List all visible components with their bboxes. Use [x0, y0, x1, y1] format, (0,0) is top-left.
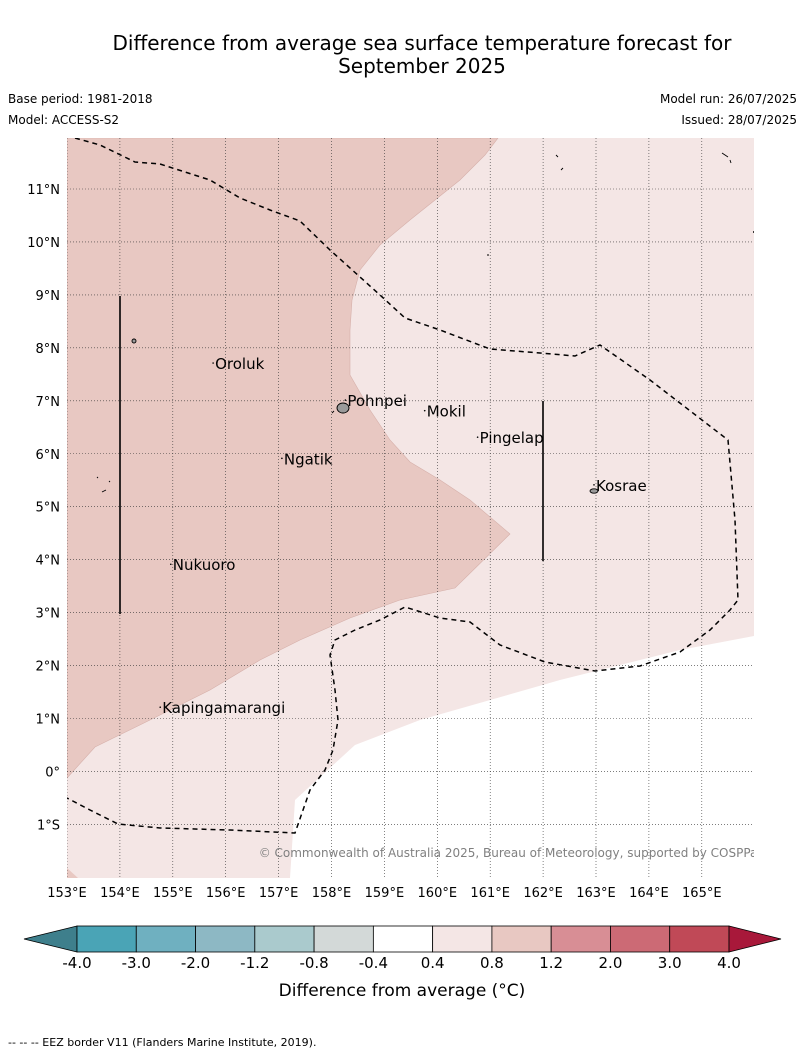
- pohnpei-island: [336, 402, 350, 414]
- place-label-kapingamarangi: Kapingamarangi: [162, 699, 285, 717]
- map-title: Difference from average sea surface temp…: [60, 32, 784, 78]
- place-label-oroluk: Oroluk: [215, 355, 264, 373]
- lat-tick-label: 8°N: [36, 342, 61, 357]
- colorbar-tick-label: -4.0: [62, 954, 91, 972]
- lat-tick-label: 6°N: [36, 448, 61, 463]
- place-labels: Oroluk Pohnpei Mokil Pingelap Ngatik Kosrae Nu…: [159, 355, 647, 717]
- lat-tick-label: 9°N: [36, 289, 61, 304]
- colorbar: -4.0 -3.0 -2.0 -1.2 -0.8 -0.4 0.4 0.8 1.2 2.0 3.0 4…: [23, 925, 782, 972]
- place-marker: [159, 706, 162, 709]
- map-panel: Oroluk Pohnpei Mokil Pingelap Ngatik Kosrae Nu…: [67, 138, 764, 878]
- model-run: Model run: 26/07/2025: [659, 92, 797, 106]
- colorbar-extend-high: [728, 925, 782, 953]
- kosrae-island: [589, 488, 599, 494]
- issued-date: Issued: 28/07/2025: [681, 113, 797, 127]
- colorbar-extend-low: [23, 925, 78, 953]
- sst-anomaly-map: Oroluk Pohnpei Mokil Pingelap Ngatik Kosrae Nu…: [23, 138, 782, 972]
- title-line-2: September 2025: [338, 54, 506, 78]
- lat-tick-label: 1°S: [37, 818, 60, 833]
- colorbar-segment: [432, 925, 493, 953]
- lat-tick-label: 3°N: [36, 607, 61, 622]
- place-marker: [344, 399, 347, 401]
- map-axes: 153°E 154°E 155°E 156°E 157°E 158°E 159°E 160°E…: [27, 183, 721, 901]
- lat-tick-label: 5°N: [36, 501, 61, 516]
- colorbar-segment: [195, 925, 256, 953]
- lon-tick-label: 161°E: [470, 886, 510, 901]
- place-marker: [212, 362, 214, 364]
- base-period: Base period: 1981-2018: [8, 92, 153, 106]
- colorbar-tick-label: 2.0: [599, 954, 623, 972]
- lon-tick-label: 158°E: [312, 886, 352, 901]
- colorbar-segment: [372, 925, 434, 953]
- colorbar-segment: [254, 925, 315, 953]
- place-label-pingelap: Pingelap: [480, 429, 544, 447]
- place-marker: [170, 563, 172, 566]
- lon-tick-label: 160°E: [418, 886, 458, 901]
- place-label-nukuoro: Nukuoro: [173, 556, 236, 574]
- lon-tick-label: 163°E: [576, 886, 616, 901]
- lat-tick-label: 7°N: [36, 395, 61, 410]
- colorbar-segment: [550, 925, 611, 953]
- lat-tick-label: 11°N: [27, 183, 60, 198]
- colorbar-tick-label: -1.2: [240, 954, 269, 972]
- lon-tick-label: 157°E: [259, 886, 299, 901]
- lat-tick-label: 2°N: [36, 660, 61, 675]
- colorbar-tick-label: -0.8: [299, 954, 328, 972]
- colorbar-label: Difference from average (°C): [278, 981, 526, 1001]
- colorbar-tick-label: 4.0: [717, 954, 741, 972]
- eez-footnote: -- -- -- EEZ border V11 (Flanders Marine…: [8, 1036, 317, 1049]
- place-label-mokil: Mokil: [427, 403, 466, 421]
- eez-borders: [67, 138, 754, 834]
- place-marker: [281, 457, 283, 460]
- lon-tick-label: 154°E: [100, 886, 140, 901]
- colorbar-tick-label: 0.8: [480, 954, 504, 972]
- place-marker: [423, 409, 426, 412]
- colorbar-tick-label: -0.4: [359, 954, 388, 972]
- colorbar-tick-label: 3.0: [658, 954, 682, 972]
- lat-tick-label: 4°N: [36, 554, 61, 569]
- colorbar-segment: [669, 925, 730, 953]
- colorbar-tick-label: 0.4: [421, 954, 445, 972]
- model-name: Model: ACCESS-S2: [8, 113, 120, 127]
- colorbar-segment: [491, 925, 552, 953]
- lon-tick-label: 156°E: [206, 886, 246, 901]
- anomaly-zone-0-8-to-1-2: [67, 138, 511, 779]
- lon-tick-label: 162°E: [523, 886, 563, 901]
- lat-tick-label: 0°: [45, 765, 60, 780]
- title-line-1: Difference from average sea surface temp…: [112, 31, 732, 55]
- place-marker: [593, 484, 595, 486]
- lat-tick-label: 1°N: [36, 713, 61, 728]
- place-label-kosrae: Kosrae: [596, 477, 647, 495]
- lon-tick-label: 153°E: [47, 886, 87, 901]
- lat-tick-label: 10°N: [27, 236, 60, 251]
- colorbar-tick-label: 1.2: [539, 954, 563, 972]
- colorbar-segment: [76, 925, 137, 953]
- lon-tick-label: 159°E: [365, 886, 405, 901]
- colorbar-tick-label: -3.0: [122, 954, 151, 972]
- lon-tick-label: 164°E: [629, 886, 669, 901]
- colorbar-segment: [135, 925, 196, 953]
- lon-tick-label: 155°E: [153, 886, 193, 901]
- lon-tick-label: 165°E: [682, 886, 722, 901]
- islands: [96, 152, 732, 494]
- place-label-ngatik: Ngatik: [284, 450, 333, 468]
- place-label-pohnpei: Pohnpei: [347, 392, 407, 410]
- anomaly-zone-corner: [67, 868, 78, 878]
- copyright-notice: © Commonwealth of Australia 2025, Bureau…: [259, 846, 764, 860]
- atoll-west: [131, 338, 137, 344]
- colorbar-segment: [610, 925, 671, 953]
- colorbar-segment: [313, 925, 374, 953]
- atoll-specks: [96, 152, 732, 493]
- place-marker: [476, 436, 479, 438]
- colorbar-tick-label: -2.0: [181, 954, 210, 972]
